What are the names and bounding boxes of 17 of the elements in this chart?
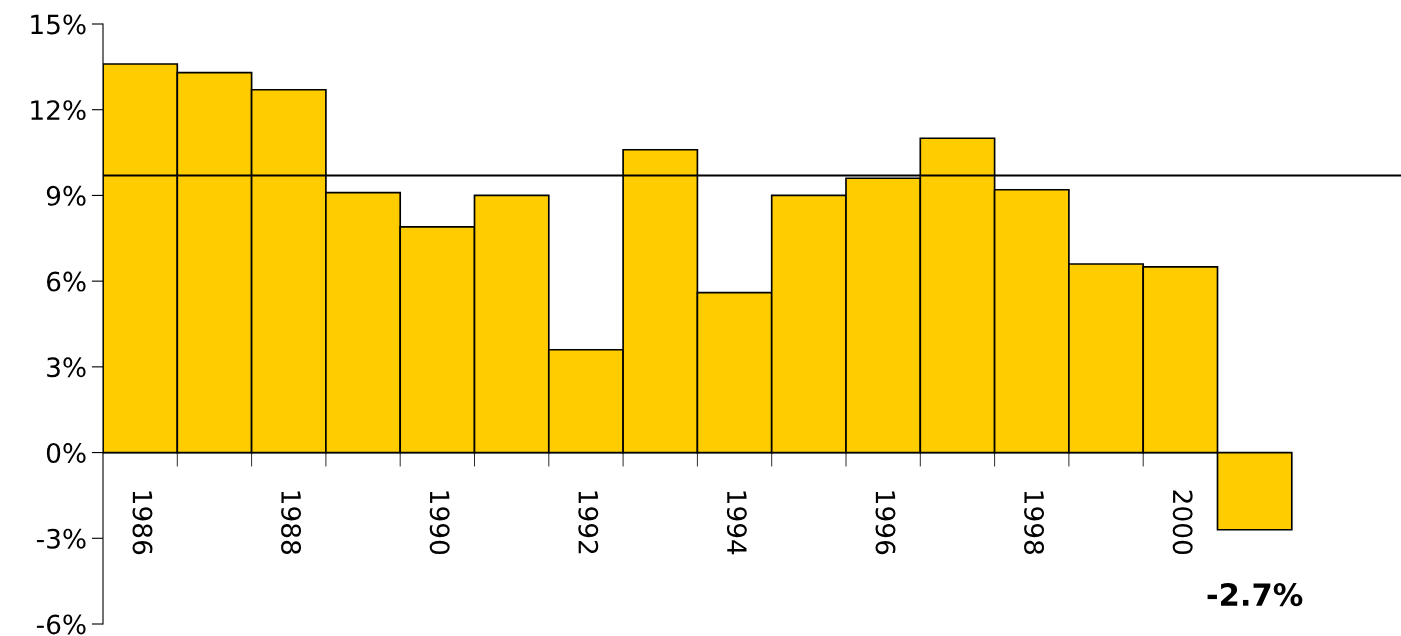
x-tick-label: 1988 bbox=[281, 491, 302, 555]
x-tick-label: 1986 bbox=[132, 491, 153, 555]
x-tick-label: 1994 bbox=[726, 491, 747, 555]
y-tick-label: 3% bbox=[47, 357, 86, 378]
y-tick-label: 6% bbox=[47, 271, 86, 292]
x-tick-label: 1998 bbox=[1024, 491, 1045, 555]
x-tick-label: 2000 bbox=[1172, 490, 1193, 555]
y-tick-label: -6% bbox=[36, 614, 86, 635]
y-tick-label: 12% bbox=[31, 100, 86, 121]
y-tick-label: -3% bbox=[36, 528, 86, 549]
y-tick-label: 15% bbox=[31, 14, 86, 35]
x-tick-label: 1990 bbox=[429, 491, 450, 555]
y-tick-label: 9% bbox=[46, 185, 86, 206]
data-label: -2.7% bbox=[1207, 583, 1303, 607]
y-tick-label: 0% bbox=[46, 443, 86, 463]
x-tick-label: 1996 bbox=[875, 491, 896, 555]
x-tick-label: 1992 bbox=[578, 491, 599, 554]
